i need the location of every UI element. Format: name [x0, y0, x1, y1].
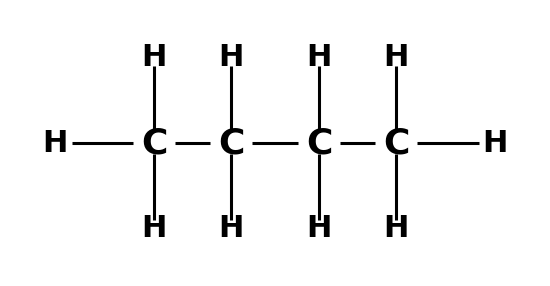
Text: C: C	[218, 126, 244, 160]
Text: H: H	[482, 128, 508, 158]
Text: C: C	[306, 126, 332, 160]
Text: H: H	[383, 214, 409, 243]
Text: H: H	[141, 214, 167, 243]
Text: H: H	[306, 214, 332, 243]
Text: H: H	[218, 214, 244, 243]
Text: H: H	[141, 43, 167, 72]
Text: H: H	[383, 43, 409, 72]
Text: C: C	[141, 126, 167, 160]
Text: H: H	[306, 43, 332, 72]
Text: C: C	[383, 126, 409, 160]
Text: H: H	[218, 43, 244, 72]
Text: H: H	[42, 128, 68, 158]
